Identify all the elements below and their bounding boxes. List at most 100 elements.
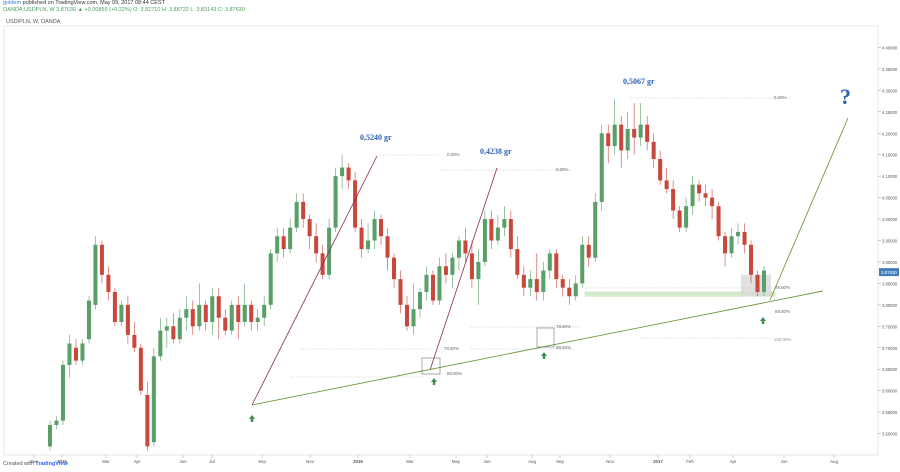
candle-body bbox=[476, 261, 481, 280]
candle-body bbox=[508, 219, 513, 250]
candle-body bbox=[249, 304, 254, 323]
y-tick-label: 4.25000 bbox=[882, 110, 898, 115]
y-tick-label: 4.15000 bbox=[882, 153, 898, 158]
candle-body bbox=[379, 219, 384, 237]
candle-body bbox=[716, 206, 721, 237]
candle-body bbox=[554, 253, 559, 280]
candle-body bbox=[242, 304, 247, 323]
candle-body bbox=[385, 236, 390, 258]
candle-body bbox=[742, 231, 747, 245]
author-link[interactable]: goldem bbox=[3, 0, 22, 6]
candle-body bbox=[723, 236, 728, 254]
candle-body bbox=[749, 244, 754, 275]
up-arrow-icon bbox=[760, 317, 766, 324]
candle-body bbox=[664, 180, 669, 190]
candle-body bbox=[671, 189, 676, 211]
candle-body bbox=[697, 184, 702, 194]
y-tick-label: 4.30000 bbox=[882, 88, 898, 93]
candle-body bbox=[645, 124, 650, 142]
tradingview-logo[interactable]: TradingView bbox=[35, 461, 68, 467]
up-arrow-icon bbox=[431, 378, 437, 385]
candle-body bbox=[404, 304, 410, 327]
candle-body bbox=[560, 279, 565, 288]
candle-body bbox=[482, 219, 487, 262]
y-tick-label: 4.10000 bbox=[882, 174, 898, 179]
candle-body bbox=[86, 300, 91, 340]
x-tick-label: Dec bbox=[30, 459, 39, 464]
zone-box bbox=[421, 357, 441, 375]
candle-body bbox=[437, 266, 442, 301]
candle-body bbox=[164, 326, 169, 331]
measure-annotation: 0,5240 gr bbox=[360, 133, 392, 142]
candle-body bbox=[60, 364, 65, 421]
candle-body bbox=[346, 167, 351, 181]
candle-body bbox=[145, 394, 150, 447]
candle-body bbox=[132, 334, 137, 348]
candle-body bbox=[534, 279, 539, 292]
candle-body bbox=[333, 176, 338, 228]
candle-body bbox=[366, 240, 371, 250]
candle-body bbox=[729, 236, 734, 254]
candle-body bbox=[138, 347, 143, 391]
x-tick-label: 2016 bbox=[353, 459, 363, 464]
candle-body bbox=[125, 304, 130, 335]
candle-body bbox=[197, 304, 202, 327]
x-tick-label: Aug bbox=[528, 459, 536, 464]
candle-body bbox=[541, 270, 546, 292]
up-arrow-icon bbox=[249, 415, 255, 422]
candle-body bbox=[158, 330, 163, 357]
candle-body bbox=[47, 424, 53, 447]
candle-body bbox=[340, 167, 345, 177]
candle-body bbox=[573, 283, 578, 297]
measure-annotation: 0,5067 gr bbox=[623, 77, 655, 86]
candle-body bbox=[184, 309, 189, 318]
candle-body bbox=[417, 291, 422, 310]
candle-body bbox=[677, 210, 682, 228]
up-arrow-icon bbox=[541, 352, 547, 359]
candle-body bbox=[502, 219, 507, 228]
candle-body bbox=[106, 274, 111, 292]
x-tick-label: Mar bbox=[102, 459, 110, 464]
last-price-label: 3.87630 bbox=[881, 270, 897, 275]
x-tick-label: Apr bbox=[730, 459, 737, 464]
candle-body bbox=[203, 304, 208, 323]
candle-body bbox=[281, 236, 286, 250]
candle-body bbox=[528, 279, 533, 288]
fib-label: 88.60% bbox=[775, 309, 790, 314]
candle-body bbox=[288, 227, 293, 250]
y-tick-label: 3.85000 bbox=[882, 281, 898, 286]
y-tick-label: 3.70000 bbox=[882, 346, 898, 351]
x-tick-label: 2017 bbox=[653, 459, 663, 464]
candle-body bbox=[275, 236, 280, 254]
candle-body bbox=[567, 287, 572, 297]
candle-body bbox=[216, 296, 221, 318]
candle-body bbox=[703, 193, 708, 198]
candle-body bbox=[593, 201, 598, 258]
candle-body bbox=[372, 219, 377, 241]
y-tick-label: 3.95000 bbox=[882, 239, 898, 244]
candle-body bbox=[463, 240, 468, 254]
candle-body bbox=[151, 356, 156, 443]
fib-label: 0.00% bbox=[447, 152, 460, 157]
y-tick-label: 4.40000 bbox=[882, 45, 898, 50]
candle-body bbox=[489, 219, 494, 241]
candle-body bbox=[411, 309, 416, 327]
candle-body bbox=[73, 347, 78, 361]
y-tick-label: 4.00000 bbox=[882, 217, 898, 222]
created-with-text: Created with bbox=[3, 461, 34, 467]
candle-body bbox=[612, 124, 617, 147]
candle-body bbox=[236, 304, 241, 323]
fib-label: 78.60% bbox=[444, 346, 459, 351]
candle-body bbox=[268, 253, 273, 305]
published-text: published on TradingView.com, May 09, 20… bbox=[22, 0, 165, 6]
candle-body bbox=[255, 317, 260, 323]
candle-body bbox=[190, 309, 195, 327]
candle-body bbox=[515, 249, 520, 275]
candle-body bbox=[599, 133, 604, 202]
x-tick-label: Aug bbox=[830, 459, 838, 464]
candle-body bbox=[294, 201, 299, 228]
symbol-label: USD/PLN, W, OANDA bbox=[6, 19, 61, 25]
zone-box bbox=[536, 327, 555, 348]
footer: Created with TradingView bbox=[3, 461, 68, 467]
